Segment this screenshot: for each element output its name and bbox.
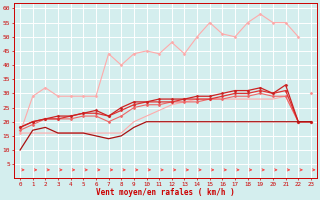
X-axis label: Vent moyen/en rafales ( km/h ): Vent moyen/en rafales ( km/h ) — [96, 188, 235, 197]
